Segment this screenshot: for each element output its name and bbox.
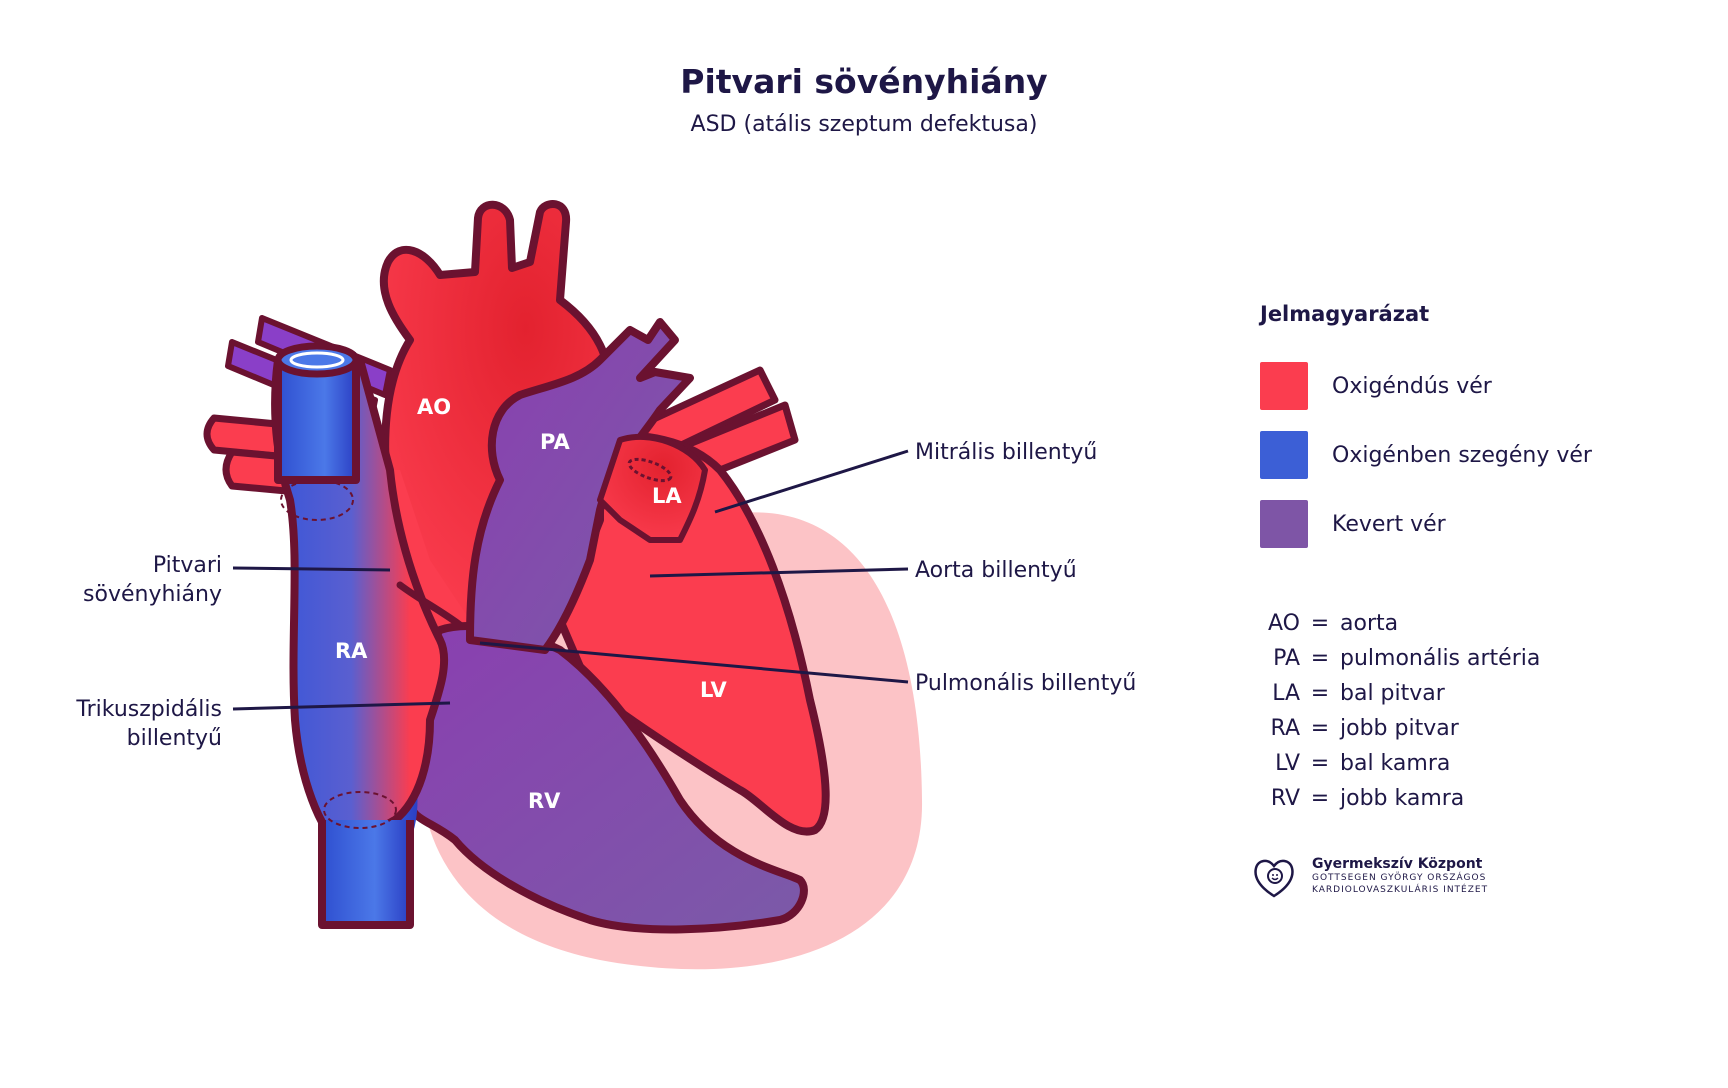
abbr-value: jobb kamra xyxy=(1340,786,1465,811)
callout-asd-line2: sövényhiány xyxy=(83,582,222,607)
left-atrium xyxy=(597,433,708,543)
abbr-key: RA xyxy=(1270,716,1300,741)
pulmonary-artery xyxy=(466,318,694,654)
logo-sub-2: KARDIOLOVASZKULÁRIS INTÉZET xyxy=(1312,885,1489,895)
heart-child-icon xyxy=(1254,859,1294,898)
label-lv: LV xyxy=(700,678,727,702)
abbr-row: RV = jobb kamra xyxy=(1250,786,1550,811)
institution-logo: Gyermekszív Központ GOTTSEGEN GYÖRGY ORS… xyxy=(1250,852,1488,900)
callout-aortic: Aorta billentyű xyxy=(915,558,1077,583)
label-la: LA xyxy=(652,484,682,508)
page-subtitle: ASD (atális szeptum defektusa) xyxy=(690,112,1038,137)
legend-title: Jelmagyarázat xyxy=(1260,302,1430,326)
abbr-value: bal kamra xyxy=(1340,751,1451,776)
legend-item-oxygenated: Oxigéndús vér xyxy=(1260,362,1492,410)
callout-asd-line1: Pitvari xyxy=(152,553,222,578)
abbr-row: AO = aorta xyxy=(1250,611,1550,636)
label-ra: RA xyxy=(335,639,368,663)
logo-sub-1: GOTTSEGEN GYÖRGY ORSZÁGOS xyxy=(1312,873,1487,883)
abbr-key: AO xyxy=(1268,611,1300,636)
abbr-key: LV xyxy=(1275,751,1300,776)
abbr-value: pulmonális artéria xyxy=(1340,646,1541,671)
abbr-eq: = xyxy=(1310,716,1330,741)
legend-label: Oxigénben szegény vér xyxy=(1332,442,1592,468)
page-title: Pitvari sövényhiány xyxy=(680,62,1048,101)
abbr-key: LA xyxy=(1272,681,1300,706)
abbr-value: jobb pitvar xyxy=(1340,716,1459,741)
abbr-eq: = xyxy=(1310,681,1330,706)
logo-name: Gyermekszív Központ xyxy=(1312,856,1483,872)
abbr-row: LA = bal pitvar xyxy=(1250,681,1550,706)
abbr-key: RV xyxy=(1270,786,1300,811)
abbr-key: PA xyxy=(1273,646,1300,671)
abbr-row: PA = pulmonális artéria xyxy=(1250,646,1550,671)
septal-defect xyxy=(396,581,464,629)
label-ao: AO xyxy=(417,395,451,419)
callout-mitral: Mitrális billentyű xyxy=(915,440,1098,465)
right-ventricle xyxy=(406,622,808,934)
abbr-value: aorta xyxy=(1340,611,1399,636)
legend-item-deoxygenated: Oxigénben szegény vér xyxy=(1260,431,1592,479)
legend-item-mixed: Kevert vér xyxy=(1260,500,1446,548)
callout-tricuspid-line1: Trikuszpidális xyxy=(76,697,222,722)
callout-tricuspid-line2: billentyű xyxy=(126,726,222,751)
abbr-eq: = xyxy=(1310,611,1330,636)
label-rv: RV xyxy=(528,789,561,813)
callout-asd: Pitvari sövényhiány xyxy=(40,551,222,609)
callout-pulmonary: Pulmonális billentyű xyxy=(915,671,1137,696)
abbr-value: bal pitvar xyxy=(1340,681,1445,706)
abbr-row: RA = jobb pitvar xyxy=(1250,716,1550,741)
callout-tricuspid: Trikuszpidális billentyű xyxy=(40,695,222,753)
legend-swatch-deoxygenated xyxy=(1260,431,1308,479)
callout-lines xyxy=(232,449,909,711)
legend-swatch-mixed xyxy=(1260,500,1308,548)
left-heart xyxy=(556,432,830,836)
inferior-vena-cava xyxy=(318,820,414,929)
legend-label: Kevert vér xyxy=(1332,511,1446,537)
label-pa: PA xyxy=(540,430,570,454)
abbr-eq: = xyxy=(1310,786,1330,811)
legend-label: Oxigéndús vér xyxy=(1332,373,1492,399)
abbr-row: LV = bal kamra xyxy=(1250,751,1550,776)
legend-swatch-oxygenated xyxy=(1260,362,1308,410)
abbr-eq: = xyxy=(1310,751,1330,776)
superior-vena-cava xyxy=(274,360,360,484)
abbr-eq: = xyxy=(1310,646,1330,671)
